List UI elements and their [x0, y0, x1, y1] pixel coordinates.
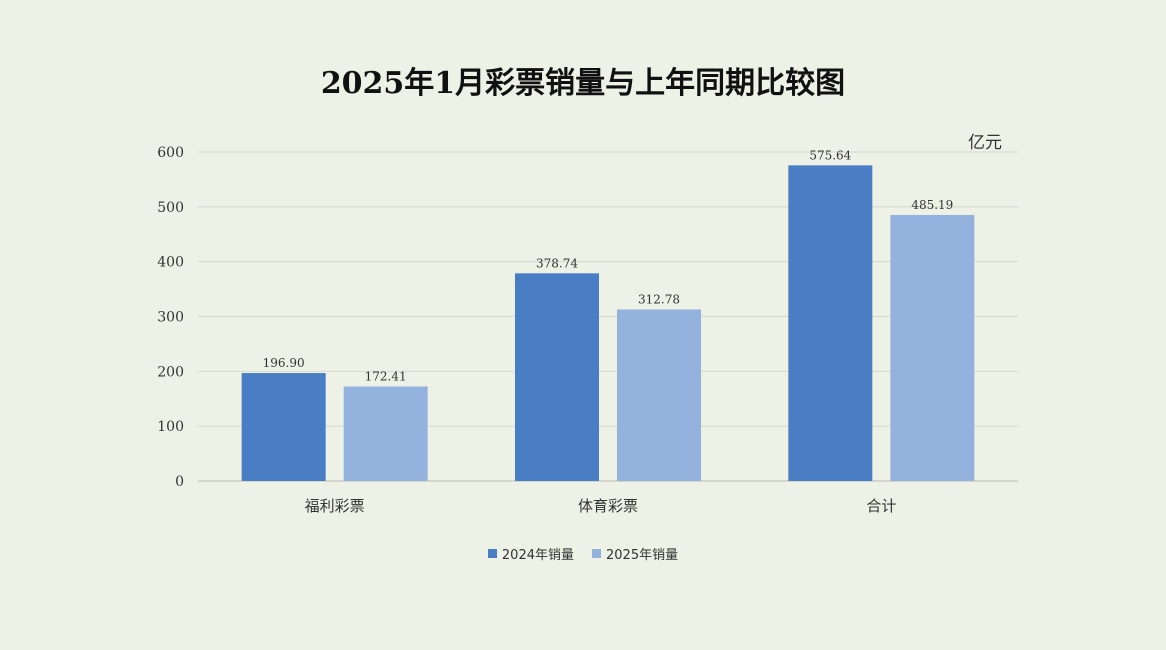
- x-tick-label: 体育彩票: [578, 497, 638, 515]
- bar: [241, 373, 326, 481]
- bar: [617, 309, 701, 481]
- bar: [788, 165, 873, 481]
- data-label: 196.90: [263, 356, 305, 370]
- legend-label: 2025年销量: [606, 548, 679, 563]
- y-tick-label: 100: [157, 419, 184, 435]
- legend-label: 2024年销量: [501, 548, 574, 563]
- data-label: 172.41: [365, 369, 407, 383]
- data-label: 575.64: [809, 148, 851, 162]
- x-tick-label: 合计: [866, 497, 896, 515]
- y-tick-label: 600: [157, 145, 184, 161]
- bar: [515, 273, 599, 481]
- legend-item: 2025年销量: [592, 544, 678, 563]
- y-tick-label: 300: [157, 310, 184, 326]
- legend-swatch: [487, 549, 497, 558]
- data-label: 485.19: [911, 198, 953, 212]
- data-label: 378.74: [536, 256, 578, 270]
- data-label: 312.78: [638, 292, 680, 306]
- y-tick-label: 500: [157, 200, 184, 216]
- y-tick-label: 200: [157, 364, 184, 380]
- chart-title: 2025年1月彩票销量与上年同期比较图: [320, 66, 846, 101]
- bar: [890, 214, 975, 481]
- bar: [343, 386, 428, 481]
- unit-label: 亿元: [968, 133, 1002, 153]
- y-tick-label: 0: [175, 474, 184, 490]
- legend: 2024年销量 2025年销量: [0, 544, 1166, 563]
- y-tick-label: 400: [157, 255, 184, 271]
- x-tick-label: 福利彩票: [305, 497, 365, 515]
- legend-swatch: [592, 549, 601, 558]
- legend-item: 2024年销量: [487, 544, 574, 563]
